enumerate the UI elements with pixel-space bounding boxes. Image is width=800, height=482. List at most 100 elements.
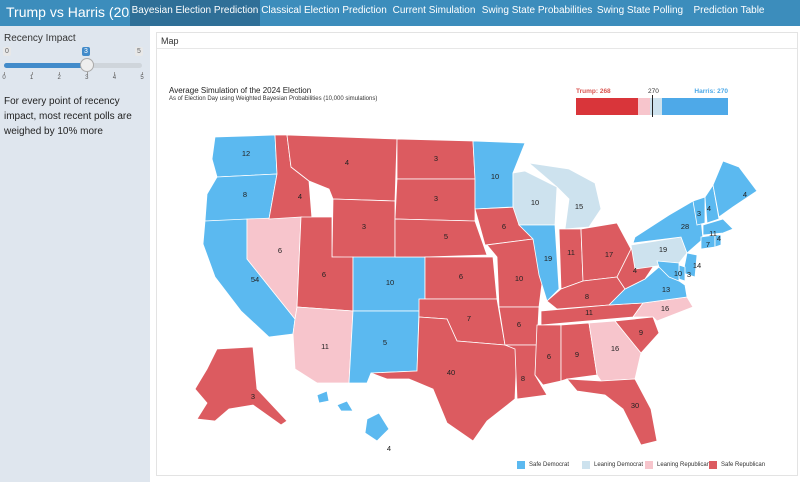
slider-tick-label: 0 bbox=[2, 75, 6, 81]
tab-swing-state-polling[interactable]: Swing State Polling bbox=[596, 5, 684, 16]
ev-label-ia: 6 bbox=[502, 222, 506, 231]
ev-label-il: 19 bbox=[544, 254, 552, 263]
chart-title: Average Simulation of the 2024 Election bbox=[169, 86, 312, 95]
state-OR[interactable] bbox=[204, 173, 278, 222]
state-AL[interactable] bbox=[560, 322, 598, 382]
legend-swatch-leaning-republican bbox=[645, 461, 653, 469]
sidebar: Recency Impact 0 3 5 0 1 2 3 4 5 For every po… bbox=[0, 26, 150, 482]
panel-title: Map bbox=[161, 36, 179, 46]
ev-label-nv: 6 bbox=[278, 246, 282, 255]
slider-tick bbox=[31, 72, 33, 75]
state-MS[interactable] bbox=[534, 324, 562, 386]
ev-label-ca: 54 bbox=[251, 275, 259, 284]
recency-slider-fill bbox=[4, 63, 87, 68]
ev-label-mo: 10 bbox=[515, 274, 523, 283]
ev-label-ri: 4 bbox=[717, 234, 721, 243]
slider-min-label: 0 bbox=[3, 47, 11, 56]
ev-label-tn: 11 bbox=[585, 308, 593, 317]
ev-label-wi: 10 bbox=[531, 198, 539, 207]
ev-label-la: 8 bbox=[521, 374, 525, 383]
state-NE[interactable] bbox=[394, 218, 488, 258]
chart-subtitle: As of Election Day using Weighted Bayesi… bbox=[169, 96, 378, 102]
ev-label-tx: 40 bbox=[447, 368, 455, 377]
state-NJ[interactable] bbox=[682, 252, 698, 278]
state-FL[interactable] bbox=[566, 378, 658, 446]
ev-label-ok: 7 bbox=[467, 314, 471, 323]
slider-tick bbox=[114, 72, 116, 75]
legend-label-safe-republican: Safe Republican bbox=[721, 462, 766, 468]
state-MD[interactable] bbox=[656, 260, 680, 282]
ev-label-fl: 30 bbox=[631, 401, 639, 410]
ev-label-sc: 9 bbox=[639, 328, 643, 337]
ev-label-mn: 10 bbox=[491, 172, 499, 181]
ev-label-nm: 5 bbox=[383, 338, 387, 347]
ev-label-va: 13 bbox=[662, 285, 670, 294]
trump-tally-label: Trump: 268 bbox=[576, 88, 611, 95]
state-VT[interactable] bbox=[692, 196, 706, 226]
ev-label-co: 10 bbox=[386, 278, 394, 287]
ev-label-sd: 3 bbox=[434, 194, 438, 203]
recency-slider-track[interactable] bbox=[4, 63, 142, 68]
ev-label-al: 9 bbox=[575, 350, 579, 359]
slider-tick-label: 3 bbox=[85, 75, 89, 81]
slider-tick bbox=[59, 72, 61, 75]
slider-max-label: 5 bbox=[135, 47, 143, 56]
ev-label-mi: 15 bbox=[575, 202, 583, 211]
tab-bayesian-election-prediction[interactable]: Bayesian Election Prediction bbox=[130, 0, 260, 26]
ev-label-ms: 6 bbox=[547, 352, 551, 361]
slider-tick bbox=[86, 72, 88, 75]
legend-label-leaning-republican: Leaning Republican bbox=[657, 462, 711, 468]
ev-label-nd: 3 bbox=[434, 154, 438, 163]
app-title: Trump vs Harris (2024) bbox=[6, 4, 150, 20]
slider-tick-label: 4 bbox=[112, 75, 117, 81]
state-HI[interactable] bbox=[316, 390, 390, 442]
threshold-label: 270 bbox=[648, 88, 659, 95]
slider-tick-label: 2 bbox=[57, 75, 61, 81]
recency-impact-label: Recency Impact bbox=[4, 33, 76, 44]
ev-label-hi: 4 bbox=[387, 444, 391, 453]
ev-label-az: 11 bbox=[321, 342, 329, 351]
electoral-tally: Trump: 268 270 Harris: 270 bbox=[576, 88, 728, 118]
legend-label-safe-democrat: Safe Democrat bbox=[529, 462, 570, 468]
ev-label-ar: 6 bbox=[517, 320, 521, 329]
slider-value-label: 3 bbox=[82, 47, 90, 56]
state-AK[interactable] bbox=[194, 346, 288, 426]
state-RI[interactable] bbox=[714, 234, 722, 248]
state-NH[interactable] bbox=[704, 183, 720, 224]
ev-label-nj: 14 bbox=[693, 261, 701, 270]
ev-label-pa: 19 bbox=[659, 245, 667, 254]
slider-tick-label: 1 bbox=[29, 75, 34, 81]
ev-label-wa: 12 bbox=[242, 149, 250, 158]
state-MI[interactable] bbox=[527, 162, 602, 230]
ev-label-ne: 5 bbox=[444, 232, 448, 241]
panel-header: Map bbox=[157, 33, 797, 49]
threshold-line bbox=[652, 95, 653, 117]
state-ME[interactable] bbox=[712, 160, 758, 218]
ev-label-mt: 4 bbox=[345, 158, 349, 167]
ev-label-ny: 28 bbox=[681, 222, 689, 231]
state-MA[interactable] bbox=[702, 218, 734, 236]
harris-bar-safe bbox=[662, 98, 728, 115]
map-panel: Map Average Simulation of the 2024 Elect… bbox=[156, 32, 798, 476]
slider-tick-label: 5 bbox=[140, 75, 144, 81]
ev-label-de: 3 bbox=[687, 270, 691, 279]
tab-swing-state-probabilities[interactable]: Swing State Probabilities bbox=[481, 5, 593, 16]
state-SC[interactable] bbox=[614, 316, 660, 354]
state-IN[interactable] bbox=[558, 228, 584, 290]
legend-swatch-safe-democrat bbox=[517, 461, 525, 469]
state-TX[interactable] bbox=[370, 316, 518, 442]
tab-prediction-table[interactable]: Prediction Table bbox=[693, 5, 765, 16]
ev-label-ma: 11 bbox=[709, 229, 717, 238]
ev-label-in: 11 bbox=[567, 248, 575, 257]
tab-current-simulation[interactable]: Current Simulation bbox=[392, 5, 476, 16]
main-content: Map Average Simulation of the 2024 Elect… bbox=[150, 26, 800, 482]
ev-label-ga: 16 bbox=[611, 344, 619, 353]
ev-label-nc: 16 bbox=[661, 304, 669, 313]
tab-classical-election-prediction[interactable]: Classical Election Prediction bbox=[261, 5, 387, 16]
ev-label-vt: 3 bbox=[697, 209, 701, 218]
ev-label-ut: 6 bbox=[322, 270, 326, 279]
recency-slider-handle[interactable] bbox=[79, 58, 94, 72]
ev-label-nh: 4 bbox=[707, 204, 711, 213]
